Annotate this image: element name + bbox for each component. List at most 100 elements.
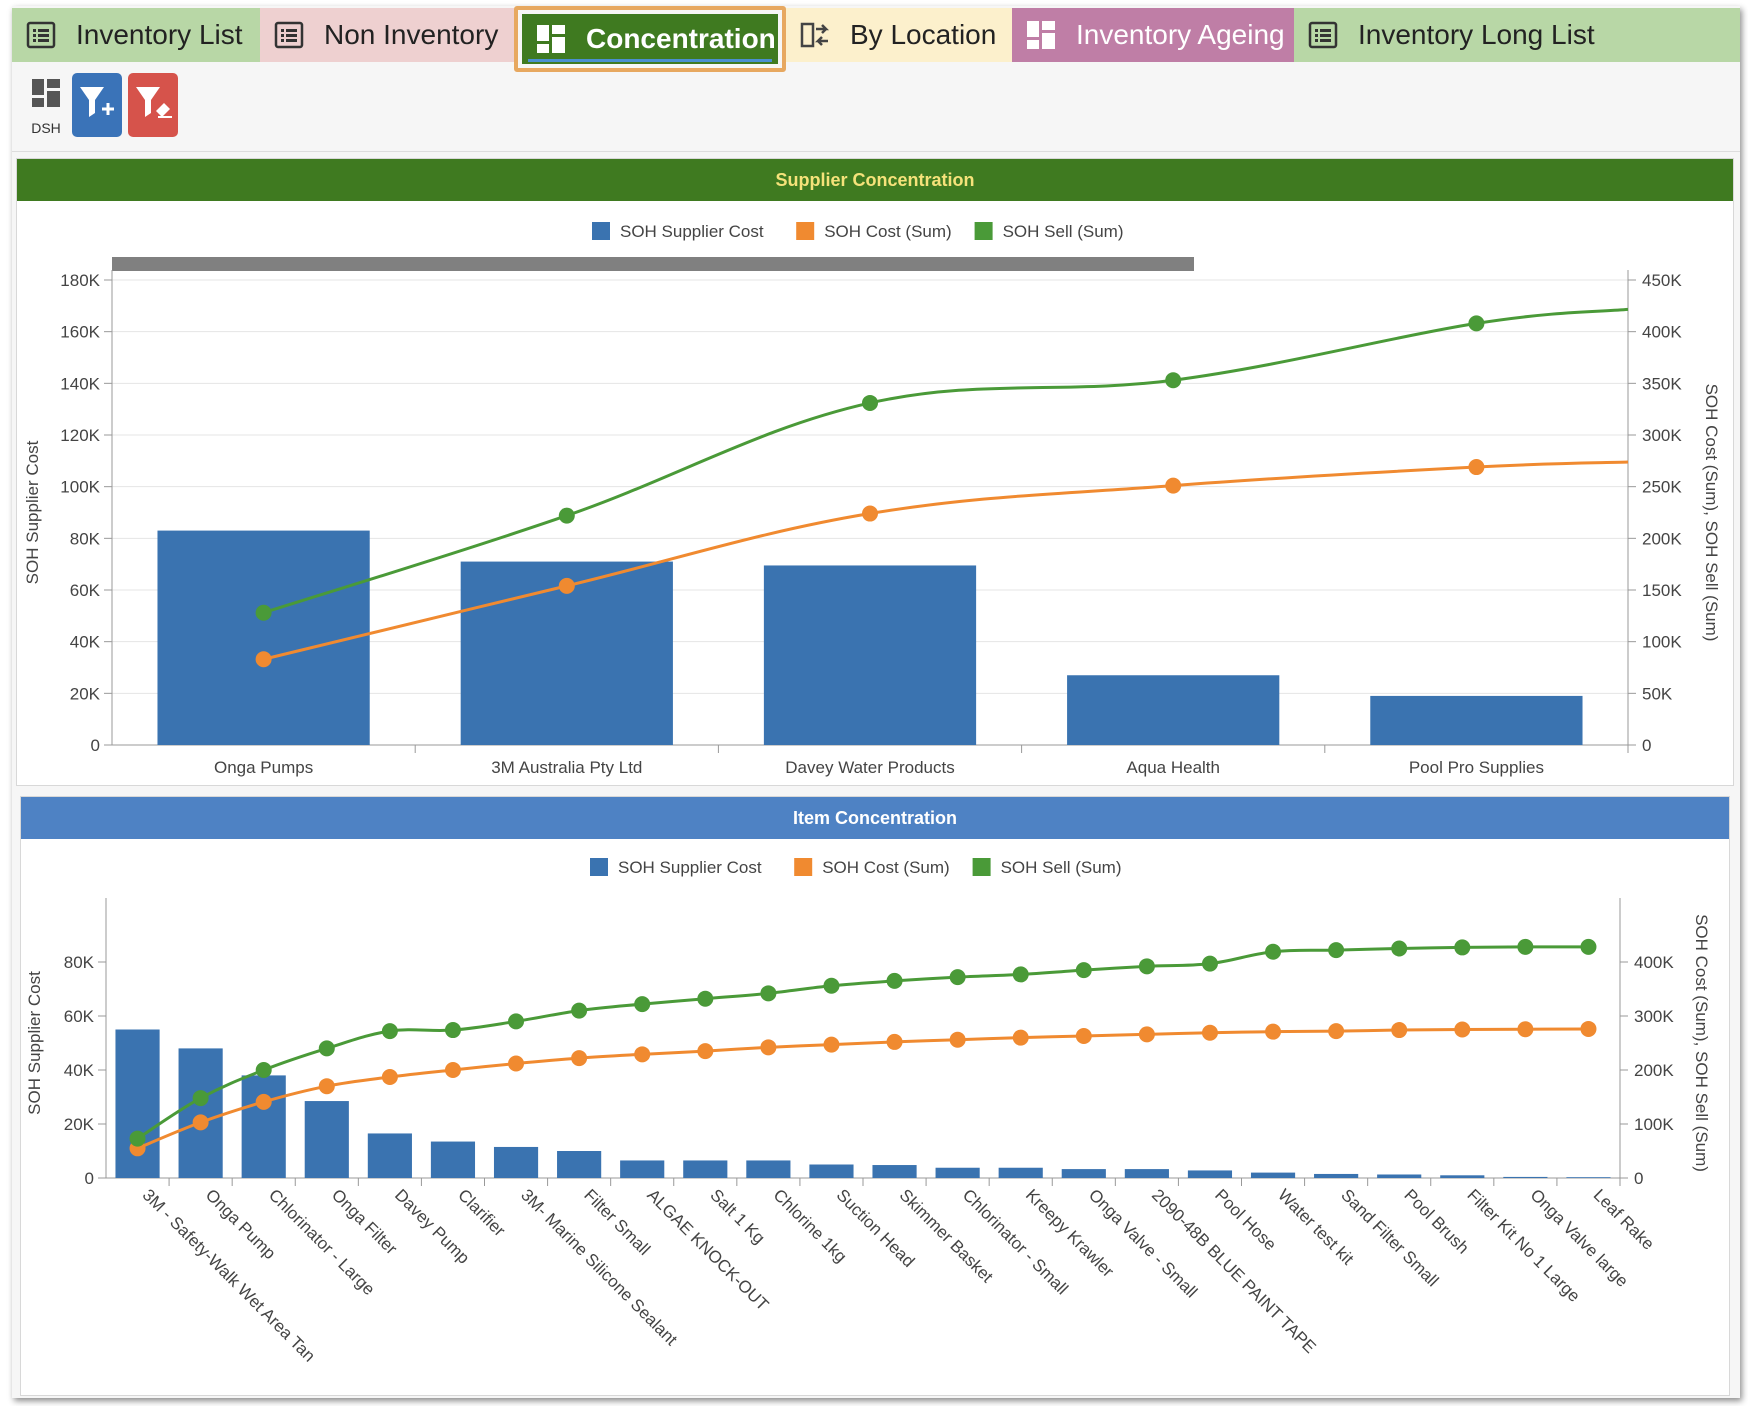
bar <box>1503 1176 1548 1178</box>
y-tick-label: 80K <box>70 529 101 548</box>
tab-inventory-long-list[interactable]: Inventory Long List <box>1294 8 1740 62</box>
dashboard-icon <box>537 25 565 53</box>
tab-inventory-list[interactable]: Inventory List <box>12 8 260 62</box>
series-point <box>1201 1024 1218 1041</box>
legend-label: SOH Sell (Sum) <box>1001 858 1122 877</box>
series-point <box>1468 315 1485 332</box>
legend-swatch <box>972 858 991 876</box>
series-point <box>571 1002 588 1019</box>
active-tab-indicator <box>528 59 772 62</box>
series-point <box>558 507 575 524</box>
x-tick-label: Pool Hose <box>1211 1185 1280 1254</box>
series-point <box>1265 943 1282 960</box>
tab-inventory-ageing[interactable]: Inventory Ageing <box>1012 8 1294 62</box>
series-point <box>444 1022 461 1039</box>
bar <box>493 1146 539 1178</box>
supplier-concentration-header: Supplier Concentration <box>17 159 1733 201</box>
y2-tick-label: 450K <box>1642 271 1682 290</box>
legend-swatch <box>796 222 815 240</box>
series-point <box>255 1093 272 1110</box>
series-point <box>1468 459 1485 476</box>
x-tick-label: Chlorinator - Small <box>959 1185 1072 1298</box>
y2-tick-label: 50K <box>1642 684 1673 703</box>
item-concentration-panel: Item Concentration <box>20 796 1730 1396</box>
series-point <box>192 1090 209 1107</box>
x-tick-label: Onga Valve - Small <box>1085 1185 1201 1301</box>
series-point <box>862 394 878 411</box>
series-point <box>886 972 903 989</box>
series-point <box>862 505 878 522</box>
y-tick-label: 80K <box>64 953 95 972</box>
series-point <box>1580 938 1597 955</box>
y-tick-label: 40K <box>70 633 101 652</box>
y-tick-label: 40K <box>64 1061 95 1080</box>
bar <box>241 1075 286 1178</box>
bar <box>157 530 370 745</box>
x-tick-label: Salt 1 Kg <box>706 1185 768 1247</box>
tab-active-fill: Concentration <box>522 14 778 64</box>
bar <box>1187 1170 1233 1178</box>
y2-tick-label: 100K <box>1642 633 1682 652</box>
bar <box>809 1164 854 1178</box>
legend-swatch <box>794 858 813 876</box>
toolbar: DSH <box>12 66 1740 152</box>
clear-filter-button[interactable] <box>128 73 178 137</box>
y2-tick-label: 0 <box>1642 736 1651 755</box>
y2-tick-label: 300K <box>1634 1007 1674 1026</box>
series-point <box>255 651 272 668</box>
y2-tick-label: 300K <box>1642 426 1682 445</box>
legend-swatch <box>590 858 608 876</box>
series-point <box>381 1069 398 1086</box>
add-filter-button[interactable] <box>72 73 122 137</box>
y-tick-label: 160K <box>60 323 100 342</box>
series-point <box>255 1062 272 1078</box>
series-point <box>1580 1020 1597 1037</box>
bar <box>935 1167 980 1178</box>
bar <box>1067 675 1280 745</box>
bar <box>1370 695 1583 745</box>
series-point <box>760 985 777 1002</box>
tab-non-inventory[interactable]: Non Inventory <box>260 8 514 62</box>
y2-tick-label: 350K <box>1642 374 1682 393</box>
bar <box>1314 1173 1359 1178</box>
legend-swatch <box>592 222 610 240</box>
y2-axis-title: SOH Cost (Sum), SOH Sell (Sum) <box>1702 384 1721 642</box>
y2-tick-label: 100K <box>1634 1115 1674 1134</box>
series-point <box>1138 1026 1155 1043</box>
tab-label: Inventory Long List <box>1358 19 1595 50</box>
tab-concentration[interactable]: Concentration <box>514 6 786 72</box>
tab-by-location[interactable]: By Location <box>786 8 1012 62</box>
bar <box>683 1160 728 1178</box>
tab-bar: Inventory List Non Inventory Concentrati… <box>12 6 1740 72</box>
tab-label: Inventory Ageing <box>1076 19 1285 50</box>
series-point <box>697 1043 714 1060</box>
series-point <box>1328 942 1345 959</box>
list-icon <box>274 21 304 49</box>
x-tick-label: Filter Kit No 1 Large <box>1463 1185 1583 1305</box>
y-tick-label: 0 <box>91 736 100 755</box>
series-point <box>381 1023 398 1040</box>
list-icon <box>26 21 56 49</box>
series-point <box>508 1013 525 1030</box>
series-point <box>1454 1021 1471 1038</box>
series-point <box>444 1062 461 1078</box>
series-point <box>634 1046 651 1063</box>
x-tick-label: Aqua Health <box>1126 758 1220 777</box>
dsh-button[interactable]: DSH <box>22 76 70 136</box>
series-point <box>823 977 840 994</box>
bar <box>1377 1174 1422 1178</box>
series-point <box>1265 1023 1282 1040</box>
series-point <box>1201 955 1218 972</box>
y-tick-label: 60K <box>70 581 101 600</box>
series-point <box>558 577 575 594</box>
series-point <box>318 1078 335 1095</box>
y-axis-title: SOH Supplier Cost <box>25 971 44 1115</box>
y-tick-label: 140K <box>60 374 100 393</box>
x-tick-label: Leaf Rake <box>1590 1185 1658 1253</box>
series-point <box>1517 1021 1534 1038</box>
tab-label: Inventory List <box>76 19 243 50</box>
y2-tick-label: 200K <box>1634 1061 1674 1080</box>
y-tick-label: 100K <box>60 478 100 497</box>
y2-tick-label: 0 <box>1634 1169 1643 1188</box>
y-tick-label: 0 <box>85 1169 94 1188</box>
